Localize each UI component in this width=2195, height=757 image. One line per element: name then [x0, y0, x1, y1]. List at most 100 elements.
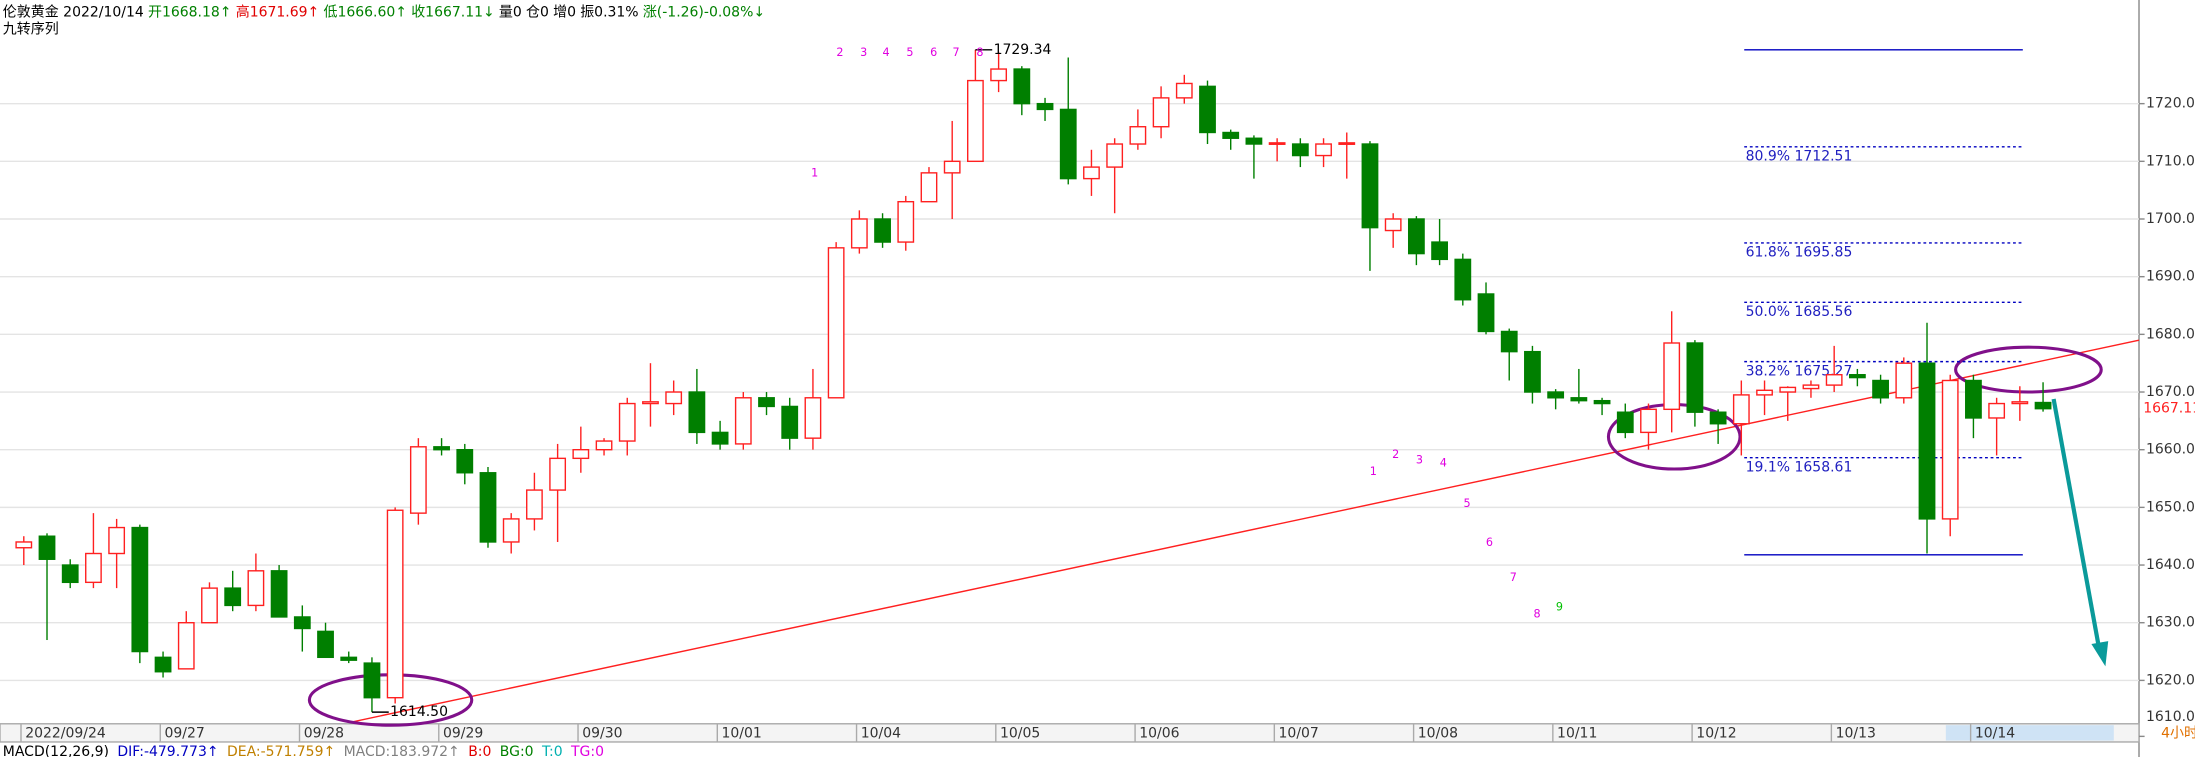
candle-body [61, 564, 79, 584]
y-tick-label: 1670.00 [2146, 384, 2195, 400]
candle-body [2011, 401, 2029, 405]
candle-body [1013, 68, 1031, 105]
td-number: 1 [811, 167, 818, 180]
x-tick-label: 10/13 [1836, 726, 1876, 742]
x-tick-label: 09/29 [443, 726, 483, 742]
candle-body [386, 509, 404, 699]
candle-body [1384, 218, 1402, 232]
candle-body [897, 200, 915, 243]
td-number: 2 [836, 46, 843, 59]
x-axis-highlight [1945, 725, 2114, 741]
candle-body [1245, 137, 1263, 145]
header-item: 收1667.11↓ [411, 5, 495, 21]
candle-body [688, 391, 706, 434]
candle-body [1083, 166, 1100, 180]
x-tick-label: 09/28 [304, 726, 344, 742]
candle-body [1686, 342, 1704, 413]
candle-body [1106, 143, 1124, 168]
fib-label: 38.2% 1675.27 [1746, 363, 1853, 379]
y-tick-label: 1690.00 [2146, 269, 2195, 285]
candle-body [967, 79, 984, 163]
y-tick-label: 1620.00 [2146, 672, 2195, 688]
candle-body [38, 535, 56, 560]
indicator-item: DEA:-571.759↑ [227, 744, 335, 757]
candle-body [1129, 126, 1147, 145]
candle-body [595, 440, 613, 451]
indicator: MACD(12,26,9) DIF:-479.773↑ DEA:-571.759↑ M… [3, 744, 604, 757]
candle-body [734, 397, 752, 445]
header-item: 开1668.18↑ [148, 5, 232, 21]
candle-body [1570, 397, 1588, 402]
td-number: 3 [1416, 454, 1423, 467]
candle-body [1825, 374, 1843, 386]
candle-body [154, 656, 172, 673]
y-tick-label: 1650.00 [2146, 499, 2195, 515]
td-number: 5 [1464, 497, 1471, 510]
candle-body [409, 446, 427, 514]
candle-body [1988, 402, 2006, 419]
indicator-item: TG:0 [570, 744, 604, 757]
candle-body [1640, 408, 1657, 434]
td-number: 9 [1556, 601, 1563, 614]
candle-body [1941, 379, 1959, 520]
candle-body [177, 622, 195, 670]
arrow [2051, 398, 2102, 653]
subtitle: 九转序列 [3, 21, 59, 37]
candle-body [456, 448, 474, 474]
candle-body [1616, 411, 1634, 434]
candle-body [15, 541, 33, 549]
candle-body [1361, 143, 1379, 229]
candle-body [1918, 362, 1936, 520]
candle-body [2034, 401, 2052, 410]
candle-body [1268, 142, 1286, 145]
candle-body [1872, 379, 1889, 399]
candle-body [1338, 142, 1356, 145]
indicator-item: MACD:183.972↑ [344, 744, 460, 757]
last-price-label: 1667.11 [2143, 401, 2195, 417]
candle-body [781, 405, 799, 439]
candle-body [1222, 131, 1240, 139]
candle-body [943, 160, 961, 174]
td-number: 7 [953, 46, 960, 59]
y-tick-label: 1610.00 [2146, 709, 2195, 725]
x-tick-label: 09/30 [582, 726, 622, 742]
candle-body [874, 218, 891, 243]
indicator-item: MACD(12,26,9) [3, 744, 109, 757]
x-tick-label: 10/07 [1279, 726, 1319, 742]
candle-body [920, 172, 938, 203]
candle-body [1407, 218, 1425, 255]
candle-body [293, 616, 311, 630]
candle-body [224, 587, 242, 607]
x-tick-label: 10/11 [1557, 726, 1597, 742]
header-item: 仓0 [526, 5, 549, 21]
candle-body [572, 448, 590, 460]
candle-body [201, 587, 218, 624]
fib-label: 50.0% 1685.56 [1746, 304, 1853, 320]
x-tick-label: 10/04 [861, 726, 901, 742]
td-number: 4 [1440, 456, 1447, 469]
td-number: 4 [883, 46, 890, 59]
x-tick-label: 09/27 [164, 726, 204, 742]
candle-body [990, 68, 1008, 82]
candle-body [1709, 411, 1727, 425]
x-axis-band [0, 723, 2140, 743]
candle-body [502, 518, 520, 543]
candle-body [804, 397, 822, 439]
high-label: 1729.34 [994, 42, 1052, 58]
y-tick-label: 1660.00 [2146, 442, 2195, 458]
candle-body [758, 397, 775, 408]
indicator-item: BG:0 [500, 744, 534, 757]
header: 伦敦黄金 2022/10/14 开1668.18↑ 高1671.69↑ 低1666.6… [3, 4, 765, 21]
y-tick-label: 1630.00 [2146, 615, 2195, 631]
candle-body [711, 431, 729, 445]
candle-body [1152, 97, 1170, 128]
candle-body [1547, 391, 1565, 399]
header-item: 振0.31% [580, 5, 638, 21]
header-item: 涨(-1.26)-0.08%↓ [643, 5, 765, 21]
candle-body [131, 526, 149, 653]
candle-body [340, 656, 358, 661]
candle-body [549, 457, 567, 491]
candle-body [1500, 330, 1518, 353]
trend-line [349, 339, 2140, 724]
y-tick-label: 1720.00 [2146, 96, 2195, 112]
